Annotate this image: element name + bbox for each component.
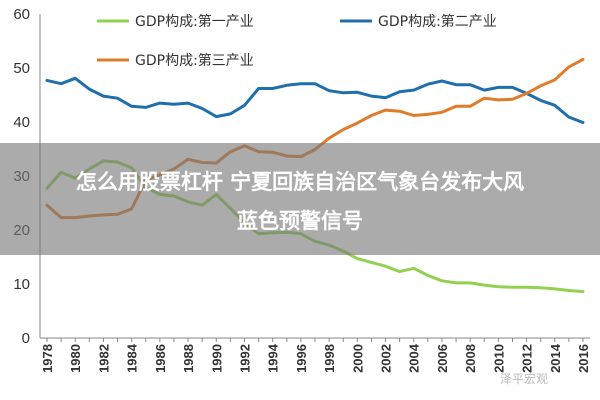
x-tick-label: 2012 — [520, 344, 535, 373]
legend-label: GDP构成:第二产业 — [378, 13, 497, 30]
legend-label: GDP构成:第三产业 — [135, 52, 254, 69]
x-tick-label: 2016 — [576, 344, 591, 373]
x-tick-label: 1982 — [96, 344, 111, 373]
x-tick-label: 2014 — [548, 343, 563, 373]
overlay-banner — [0, 143, 600, 255]
y-tick-label: 60 — [13, 6, 30, 23]
x-tick-label: 2010 — [491, 344, 506, 373]
x-tick-label: 2008 — [463, 344, 478, 373]
x-tick-label: 2000 — [350, 344, 365, 373]
x-tick-label: 1984 — [125, 343, 140, 373]
x-tick-label: 2006 — [435, 344, 450, 373]
x-tick-label: 1992 — [237, 344, 252, 373]
x-tick-label: 1988 — [181, 344, 196, 373]
x-tick-label: 1978 — [40, 344, 55, 373]
x-tick-label: 1994 — [266, 343, 281, 373]
x-tick-label: 2004 — [407, 343, 422, 373]
banner-headline-line1: 怎么用股票杠杆 宁夏回族自治区气象台发布大风 — [75, 170, 525, 194]
series-line — [45, 76, 585, 124]
legend-label: GDP构成:第一产业 — [135, 13, 254, 30]
banner-headline-line2: 蓝色预警信号 — [237, 209, 363, 233]
y-tick-label: 10 — [13, 276, 30, 293]
x-tick-label: 1990 — [209, 344, 224, 373]
y-tick-label: 0 — [22, 330, 30, 347]
x-axis: 1978 1980 1982 1984 1986 1988 1990 1992 1994 1996… — [40, 337, 591, 373]
x-tick-label: 1996 — [294, 344, 309, 373]
y-tick-label: 50 — [13, 60, 30, 77]
x-tick-label: 1986 — [153, 344, 168, 373]
watermark: 泽平宏观 — [500, 372, 549, 386]
y-tick-label: 40 — [13, 114, 30, 131]
x-tick-label: 1998 — [322, 344, 337, 373]
legend: GDP构成:第一产业 GDP构成:第二产业 GDP构成:第三产业 — [97, 13, 497, 69]
x-tick-label: 1980 — [68, 344, 83, 373]
x-tick-label: 2002 — [379, 344, 394, 373]
